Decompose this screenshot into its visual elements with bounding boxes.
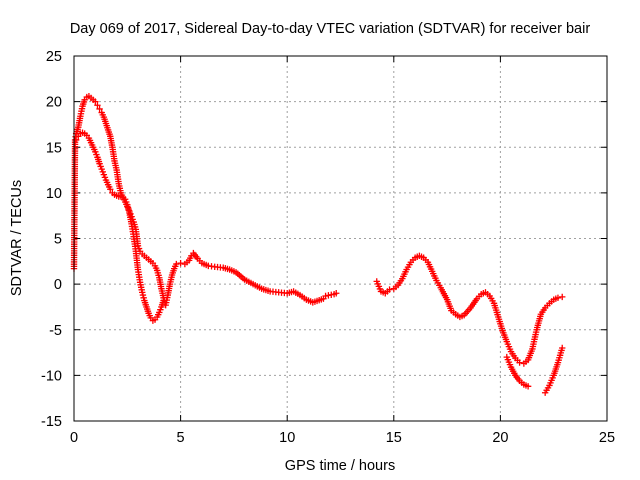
data-point	[107, 186, 114, 193]
x-tick-label: 0	[70, 430, 78, 446]
x-tick-label: 10	[279, 430, 295, 446]
y-tick-label: 10	[46, 186, 62, 202]
data-point	[559, 344, 566, 352]
y-tick-label: -15	[41, 414, 62, 430]
y-tick-labels: -15 -10 -5 0 5 10 15 20 25	[41, 49, 62, 430]
y-tick-label: -10	[41, 368, 62, 384]
data-point	[173, 260, 180, 268]
y-tick-label: 5	[54, 232, 62, 248]
y-tick-label: 0	[54, 277, 62, 293]
y-tick-label: 25	[46, 49, 62, 65]
data-point	[559, 293, 566, 301]
chart-title: Day 069 of 2017, Sidereal Day-to-day VTE…	[70, 21, 591, 37]
data-points	[70, 92, 566, 396]
x-tick-label: 25	[599, 430, 615, 446]
x-tick-label: 5	[177, 430, 185, 446]
y-tick-label: 20	[46, 95, 62, 111]
data-point	[524, 383, 532, 390]
plot-frame	[73, 55, 608, 422]
data-point	[333, 290, 340, 297]
data-point	[386, 286, 393, 293]
data-point	[177, 259, 184, 267]
data-point	[92, 98, 99, 105]
x-tick-label: 20	[492, 430, 508, 446]
data-point	[96, 105, 103, 113]
y-tick-label: -5	[49, 323, 62, 339]
data-point	[94, 102, 101, 109]
x-tick-labels: 0 5 10 15 20 25	[70, 430, 615, 446]
grid-lines	[74, 56, 607, 421]
x-tick-label: 15	[386, 430, 402, 446]
data-point	[554, 294, 562, 302]
x-axis-label: GPS time / hours	[285, 458, 395, 474]
data-point	[516, 359, 523, 366]
y-axis-label: SDTVAR / TECUs	[9, 180, 25, 296]
data-point	[160, 297, 167, 304]
y-tick-label: 15	[46, 140, 62, 156]
